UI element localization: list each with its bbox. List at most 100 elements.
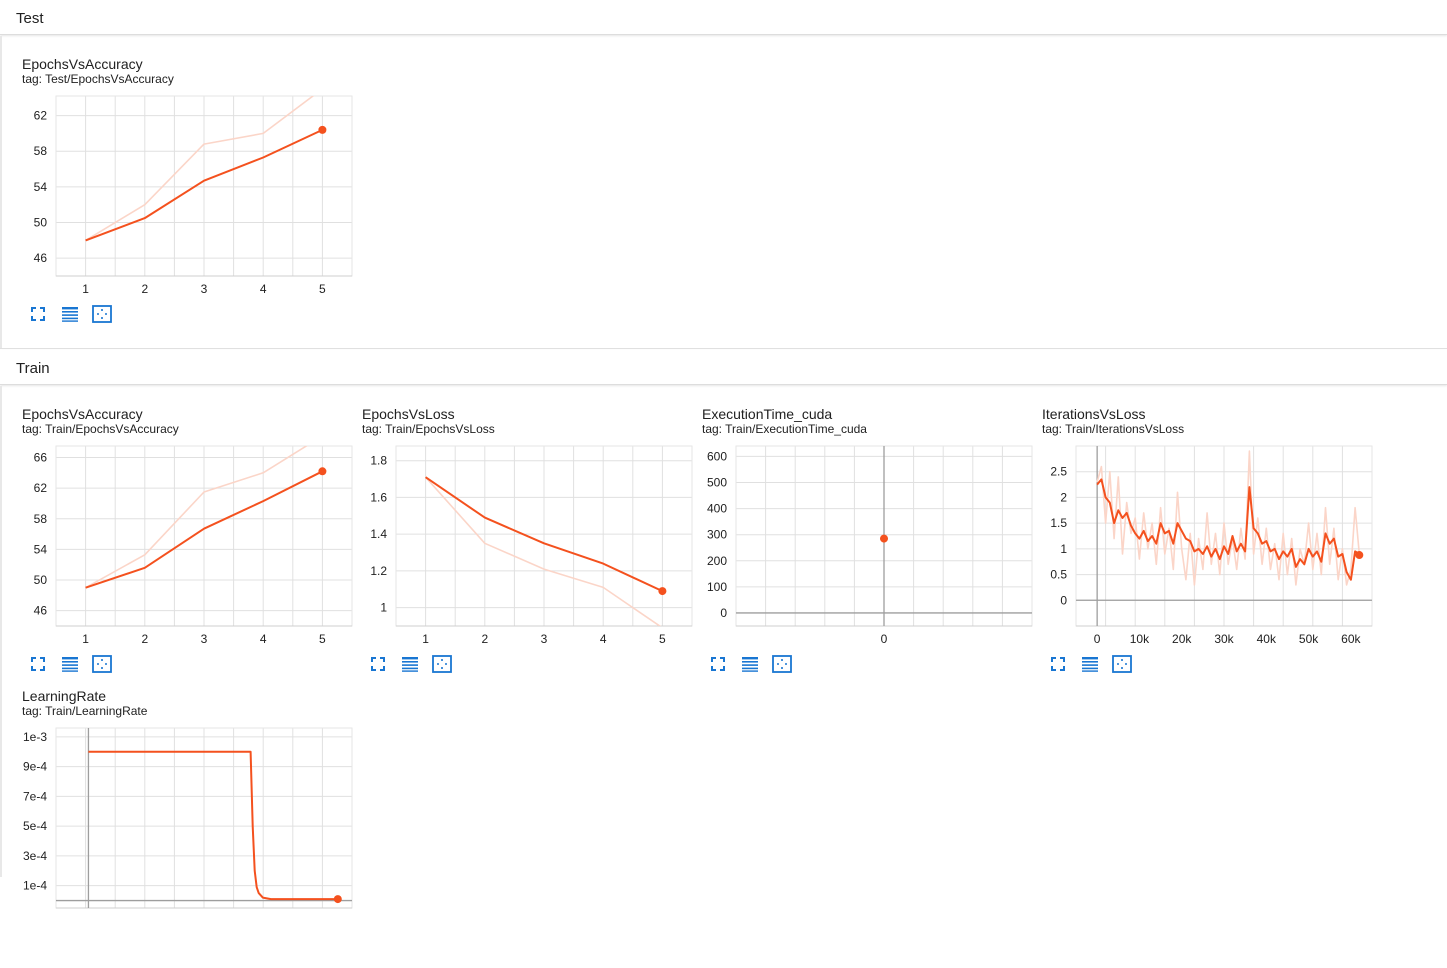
chart-card: EpochsVsAccuracy tag: Train/EpochsVsAccu…	[22, 406, 362, 686]
fullscreen-icon[interactable]	[28, 304, 48, 324]
card-tag: tag: Train/LearningRate	[22, 704, 148, 718]
x-tick-label: 40k	[1257, 632, 1277, 646]
section-title: Test	[16, 10, 44, 27]
y-tick-label: 1.2	[370, 564, 387, 578]
x-tick-label: 2	[481, 632, 488, 646]
x-tick-label: 50k	[1299, 632, 1319, 646]
x-tick-label: 0	[1094, 632, 1101, 646]
chart-card: IterationsVsLoss tag: Train/IterationsVs…	[1042, 406, 1382, 686]
series-line-raw	[1096, 450, 1361, 586]
chart-card: EpochsVsLoss tag: Train/EpochsVsLoss 1 2 3…	[362, 406, 702, 686]
section-header-test[interactable]: Test	[0, 0, 1447, 35]
x-tick-label: 0	[881, 632, 888, 646]
section-left-rule	[0, 36, 2, 348]
x-tick-label: 1	[422, 632, 429, 646]
data-point-marker	[658, 587, 667, 596]
y-tick-label: 62	[34, 481, 48, 495]
fullscreen-icon[interactable]	[1048, 654, 1068, 674]
data-table-icon[interactable]	[740, 654, 760, 674]
y-tick-label: 1.8	[370, 454, 387, 468]
card-title: EpochsVsAccuracy	[22, 406, 143, 422]
y-tick-label: 50	[34, 216, 48, 230]
card-title: ExecutionTime_cuda	[702, 406, 833, 422]
y-tick-label: 46	[34, 251, 48, 265]
y-tick-label: 1.5	[1050, 516, 1067, 530]
data-table-icon[interactable]	[1080, 654, 1100, 674]
section-header-train[interactable]: Train	[0, 350, 1447, 385]
series-line-raw	[85, 96, 315, 242]
x-tick-label: 2	[141, 632, 148, 646]
x-tick-label: 5	[659, 632, 666, 646]
y-tick-label: 2	[1060, 490, 1067, 504]
y-tick-label: 100	[707, 580, 727, 594]
y-tick-label: 0	[720, 606, 727, 620]
card-tag: tag: Train/EpochsVsAccuracy	[22, 422, 179, 436]
x-tick-label: 2	[141, 282, 148, 296]
data-table-icon[interactable]	[60, 654, 80, 674]
series-line-smoothed	[425, 476, 663, 593]
y-tick-label: 1.4	[370, 527, 387, 541]
x-tick-label: 4	[600, 632, 607, 646]
series-line-raw	[85, 446, 308, 589]
fit-domain-icon[interactable]	[1112, 654, 1132, 674]
fit-domain-icon[interactable]	[432, 654, 452, 674]
grid	[395, 446, 693, 626]
x-tick-label: 4	[260, 632, 267, 646]
y-tick-label: 300	[707, 528, 727, 542]
grid	[55, 96, 353, 276]
y-tick-label: 1	[1060, 542, 1067, 556]
section-title: Train	[16, 360, 50, 377]
card-title: IterationsVsLoss	[1042, 406, 1146, 422]
y-tick-label: 58	[34, 512, 48, 526]
section-left-rule	[0, 386, 2, 877]
data-point-marker	[1355, 551, 1364, 560]
data-table-icon[interactable]	[60, 304, 80, 324]
card-tag: tag: Test/EpochsVsAccuracy	[22, 72, 174, 86]
fullscreen-icon[interactable]	[368, 654, 388, 674]
y-tick-label: 200	[707, 554, 727, 568]
line-chart: 1 2 3 4 5 46 50 54 58 62	[34, 95, 353, 296]
section-divider	[0, 348, 1447, 349]
fullscreen-icon[interactable]	[708, 654, 728, 674]
data-point-marker	[333, 895, 342, 904]
card-title: EpochsVsAccuracy	[22, 56, 143, 72]
line-chart: 1 2 3 4 5 46 50 54 58 62 66	[34, 445, 353, 646]
data-table-icon[interactable]	[400, 654, 420, 674]
x-tick-label: 60k	[1341, 632, 1361, 646]
y-tick-label: 66	[34, 450, 48, 464]
series-line-raw	[425, 476, 662, 626]
scatter-chart: 0 0 100 200 300 400 500 600	[707, 445, 1033, 646]
line-chart: 1e-4 3e-4 5e-4 7e-4 9e-4 1.1e-3	[22, 727, 353, 909]
fit-domain-icon[interactable]	[772, 654, 792, 674]
y-tick-label: 58	[34, 144, 48, 158]
y-tick-label: 7e-4	[23, 789, 47, 803]
x-tick-label: 1	[82, 282, 89, 296]
y-tick-label: 5e-4	[23, 819, 47, 833]
fullscreen-icon[interactable]	[28, 654, 48, 674]
y-tick-label: 50	[34, 573, 48, 587]
line-chart: 1 2 3 4 5 1 1.2 1.4 1.6 1.8	[370, 445, 693, 646]
y-tick-label: 9e-4	[23, 760, 47, 774]
card-title: LearningRate	[22, 688, 107, 704]
chart-card: EpochsVsAccuracy tag: Test/EpochsVsAccur…	[22, 56, 362, 336]
chart-card: ExecutionTime_cuda tag: Train/ExecutionT…	[702, 406, 1042, 686]
series-line-smoothed	[85, 128, 323, 242]
x-tick-label: 3	[201, 282, 208, 296]
y-tick-label: 1e-4	[23, 879, 47, 893]
fit-domain-icon[interactable]	[92, 654, 112, 674]
card-title: EpochsVsLoss	[362, 406, 455, 422]
y-tick-label: 54	[34, 180, 48, 194]
fit-domain-icon[interactable]	[92, 304, 112, 324]
card-tag: tag: Train/ExecutionTime_cuda	[702, 422, 867, 436]
data-point-marker	[880, 534, 888, 543]
x-tick-label: 5	[319, 632, 326, 646]
x-tick-label: 1	[82, 632, 89, 646]
series-line-smoothed	[88, 750, 340, 901]
x-tick-label: 10k	[1130, 632, 1150, 646]
x-tick-label: 3	[541, 632, 548, 646]
y-tick-label: 1.6	[370, 490, 387, 504]
series-line-smoothed	[85, 470, 323, 589]
x-tick-label: 30k	[1214, 632, 1234, 646]
y-tick-label: 1.1e-3	[22, 730, 47, 744]
chart-card: LearningRate tag: Train/LearningRate 1e-…	[22, 688, 362, 968]
